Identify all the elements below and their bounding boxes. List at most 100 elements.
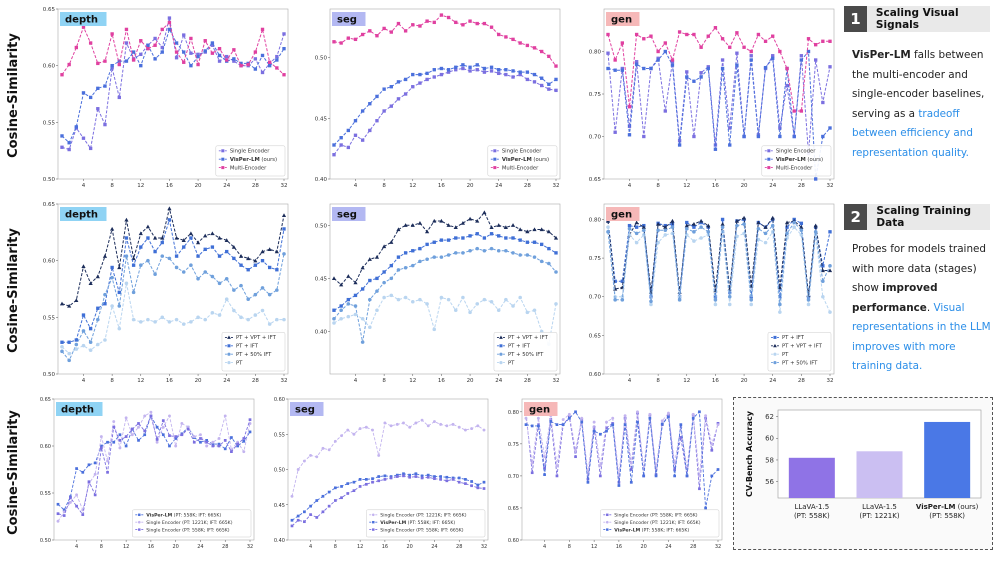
y-tick-label: 0.45 (315, 276, 328, 282)
data-point (371, 428, 374, 432)
data-point (518, 227, 523, 232)
x-tick-label: 12 (357, 544, 363, 550)
data-point (547, 82, 551, 86)
data-point (716, 468, 720, 471)
data-point (195, 240, 201, 245)
data-point (821, 134, 825, 139)
data-point (95, 274, 100, 279)
data-point (828, 264, 832, 268)
data-point (282, 32, 286, 36)
x-tick-label: 28 (524, 183, 531, 189)
panel-tag-bg (332, 12, 366, 26)
data-point (181, 322, 186, 326)
data-point (461, 23, 465, 27)
data-point (468, 234, 472, 238)
data-point (634, 225, 639, 229)
data-point (360, 32, 365, 37)
data-point (446, 223, 451, 227)
data-point (648, 416, 652, 420)
data-point (217, 444, 221, 448)
data-point (439, 238, 444, 242)
x-tick-label: 20 (640, 544, 646, 550)
data-point (698, 487, 701, 491)
data-point (139, 52, 143, 57)
legend-swatch-marker (773, 360, 777, 365)
data-point (75, 504, 78, 508)
data-point (592, 420, 596, 424)
legend-label: PT (236, 360, 243, 366)
data-point (439, 218, 444, 223)
data-point (87, 463, 91, 467)
data-point (281, 213, 287, 218)
data-point (728, 126, 732, 130)
data-point (124, 444, 128, 448)
data-point (395, 422, 399, 426)
data-point (117, 326, 122, 331)
data-point (627, 133, 632, 137)
data-point (161, 425, 165, 429)
data-point (475, 302, 480, 306)
data-point (353, 304, 358, 308)
data-point (368, 102, 372, 106)
y-tick-label: 62 (765, 413, 774, 421)
series-single-encoder-pt-558k-ift-665k (290, 474, 486, 528)
panel-tag-depth: depth (65, 15, 98, 26)
chart-row2-seg: 0.40 0.45 0.50 4 8 12 16 20 24 28 32 seg PT + VPT + … (315, 203, 561, 384)
data-point (539, 49, 544, 54)
data-point (728, 45, 732, 49)
data-point (248, 418, 252, 422)
data-point (205, 440, 209, 444)
data-point (446, 253, 451, 257)
data-point (663, 49, 667, 54)
data-point (821, 294, 825, 299)
data-point (649, 299, 653, 304)
data-point (580, 420, 584, 424)
data-point (153, 320, 157, 324)
data-point (124, 281, 129, 286)
data-point (309, 453, 313, 457)
data-point (524, 416, 528, 420)
data-point (377, 453, 381, 457)
x-tick-label: 24 (431, 544, 437, 550)
x-tick-label: 4 (354, 183, 358, 189)
data-point (339, 136, 343, 140)
panel-tag-depth: depth (61, 405, 94, 416)
legend-label: Multi-Encoder (502, 165, 539, 171)
data-point (706, 34, 710, 38)
x-tick-label: 4 (82, 378, 86, 384)
data-point (468, 310, 472, 315)
data-point (518, 72, 522, 77)
data-point (59, 301, 65, 306)
data-point (160, 315, 165, 320)
data-point (742, 222, 746, 226)
bar-category-sublabel: (PT: 558K) (929, 512, 965, 520)
bar-category-sublabel: (PT: 558K) (794, 512, 830, 520)
data-point (468, 248, 472, 253)
y-tick-label: 0.50 (274, 468, 285, 474)
data-point (763, 65, 768, 70)
data-point (368, 325, 372, 330)
data-point (496, 308, 501, 313)
data-point (231, 244, 236, 249)
data-point (749, 302, 754, 307)
data-point (102, 254, 108, 258)
data-point (333, 499, 337, 502)
data-point (574, 455, 577, 459)
y-tick-label: 0.65 (40, 397, 51, 403)
data-point (778, 302, 782, 307)
data-point (88, 326, 93, 331)
data-point (410, 223, 415, 227)
data-point (110, 226, 115, 231)
data-point (667, 415, 670, 419)
data-point (532, 80, 537, 84)
section-text-run: falls between the multi-encoder and sing… (852, 49, 985, 120)
x-tick-label: 28 (524, 378, 531, 384)
x-tick-label: 20 (406, 544, 412, 550)
data-point (525, 70, 530, 74)
x-tick-label: 12 (137, 183, 144, 189)
data-point (627, 226, 632, 231)
data-point (663, 233, 668, 237)
data-point (375, 119, 379, 123)
series-line (607, 53, 831, 154)
data-point (146, 43, 150, 47)
